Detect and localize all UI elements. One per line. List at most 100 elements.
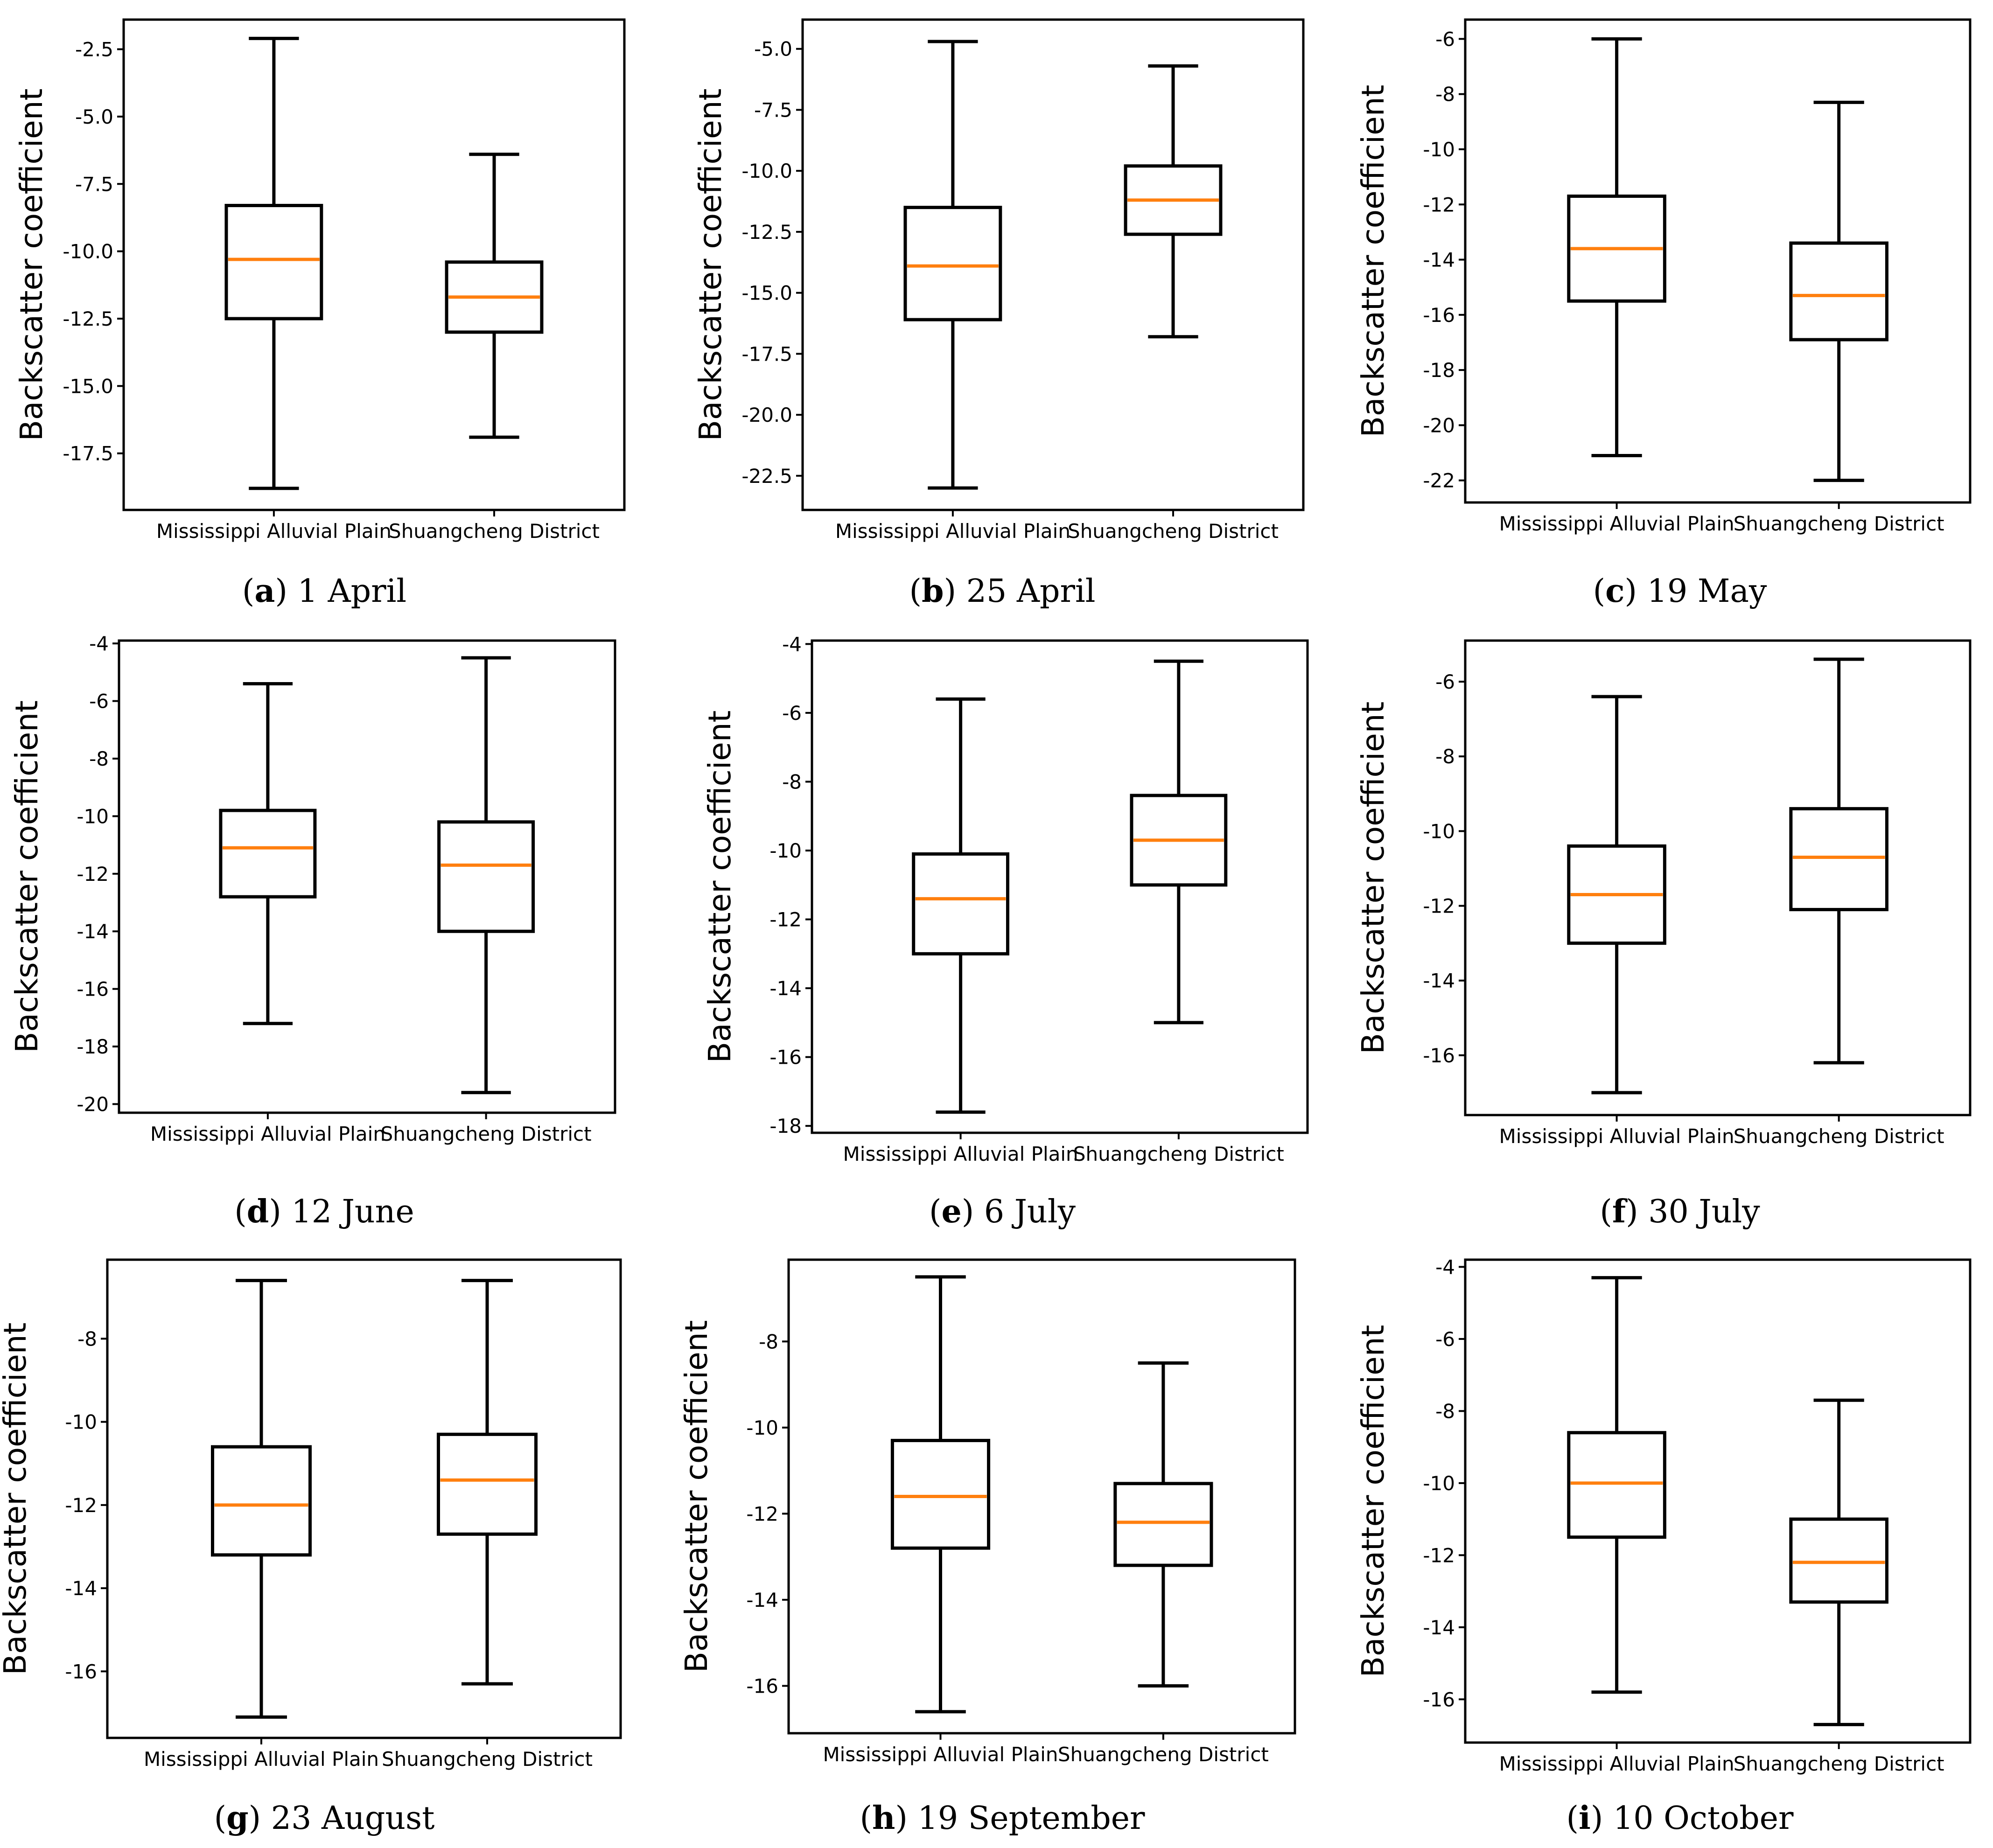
caption-paren: ( (1600, 1193, 1612, 1230)
box-shuangcheng (1130, 659, 1228, 1025)
y-tick-label: -12 (65, 1494, 97, 1517)
box-mississippi (211, 1279, 312, 1719)
y-tick-label: -17.5 (741, 342, 792, 365)
plot-frame (801, 18, 1305, 511)
y-tick-label: -18 (77, 1035, 109, 1058)
caption-date: ) 1 April (275, 573, 406, 610)
y-tick-label: -18 (1423, 359, 1455, 382)
panel-caption: (i) 10 October (1566, 1799, 1794, 1837)
caption-letter: d (247, 1193, 269, 1230)
x-category-label: Shuangcheng District (1068, 520, 1279, 543)
plot-frame (811, 639, 1309, 1134)
y-tick-label: -5.0 (754, 38, 792, 61)
y-axis-label: Backscatter coefficient (1355, 1325, 1391, 1678)
plot-frame (122, 18, 626, 511)
box-shuangcheng (437, 656, 535, 1095)
caption-paren: ( (1566, 1800, 1579, 1837)
caption-paren: ( (234, 1193, 247, 1230)
y-tick-label: -20.0 (741, 404, 792, 426)
iqr-box (890, 1439, 991, 1550)
y-tick-label: -12 (769, 908, 802, 931)
box-mississippi (1567, 695, 1666, 1095)
box-mississippi (903, 40, 1002, 490)
y-tick-label: -16 (769, 1046, 802, 1069)
caption-date: ) 10 October (1591, 1800, 1794, 1837)
caption-letter: g (226, 1799, 249, 1837)
x-category-label: Mississippi Alluvial Plain (1499, 1125, 1734, 1148)
y-tick-label: -10 (65, 1411, 97, 1434)
chart-panel-b: -5.0 -7.5 -10.0 -12.5 -15.0 -17.5 -20.0 -22.5 Ba… (692, 18, 1305, 610)
y-tick-label: -2.5 (75, 38, 113, 61)
caption-paren: ( (860, 1800, 873, 1837)
box-mississippi (224, 36, 323, 490)
chart-panel-f: -6 -8 -10 -12 -14 -16 Backscatter coefficient M… (1355, 639, 1972, 1230)
y-tick-label: -10 (1423, 820, 1455, 843)
y-tick-label: -10 (769, 839, 802, 862)
panel-caption: (d) 12 June (234, 1193, 414, 1230)
y-tick-label: -10 (746, 1416, 778, 1439)
chart-panel-i: -4 -6 -8 -10 -12 -14 -16 Backscatter coefficien… (1355, 1255, 1972, 1837)
y-tick-label: -16 (1423, 1688, 1455, 1711)
y-tick-label: -10.0 (741, 160, 792, 182)
caption-date: ) 30 July (1626, 1193, 1760, 1230)
iqr-box (1567, 844, 1666, 945)
plot-frame (118, 639, 616, 1114)
caption-date: ) 25 April (944, 573, 1096, 610)
x-category-label: Shuangcheng District (1058, 1743, 1269, 1766)
y-tick-label: -16 (1423, 304, 1455, 327)
chart-panel-c: -6 -8 -10 -12 -14 -16 -18 -20 -22 Backscatter coe… (1355, 18, 1972, 610)
y-tick-label: -7.5 (75, 173, 113, 195)
y-tick-label: -16 (746, 1675, 778, 1698)
plot-frame (1464, 1258, 1972, 1744)
y-tick-label: -16 (65, 1660, 97, 1683)
y-axis-label: Backscatter coefficient (702, 711, 738, 1063)
y-axis-label: Backscatter coefficient (692, 89, 728, 441)
y-tick-label: -14 (1423, 969, 1455, 992)
iqr-box (1789, 241, 1888, 342)
caption-letter: i (1579, 1799, 1591, 1837)
y-tick-label: -8 (759, 1330, 778, 1353)
plot-frame (787, 1258, 1296, 1735)
y-axis-label: Backscatter coefficient (678, 1320, 714, 1673)
y-tick-label: -8 (89, 747, 109, 770)
plot-frame (1464, 18, 1972, 504)
y-tick-label: -10.0 (63, 240, 113, 263)
chart-panel-a: -2.5 -5.0 -7.5 -10.0 -12.5 -15.0 -17.5 Backscat… (14, 18, 626, 610)
y-axis-label: Backscatter coefficient (14, 89, 49, 441)
box-mississippi (1567, 37, 1666, 457)
chart-panel-g: -8 -10 -12 -14 -16 Backscatter coefficient Mis… (0, 1258, 622, 1837)
x-category-label: Shuangcheng District (382, 1748, 593, 1771)
panel-caption: (g) 23 August (214, 1799, 435, 1837)
iqr-box (912, 852, 1009, 955)
iqr-box (1113, 1482, 1213, 1567)
caption-letter: a (254, 572, 275, 610)
iqr-box (224, 203, 323, 321)
chart-panel-h: -8 -10 -12 -14 -16 Backscatter coefficient Mis… (678, 1258, 1296, 1837)
y-tick-label: -4 (782, 633, 802, 656)
x-category-label: Mississippi Alluvial Plain (156, 520, 392, 543)
caption-letter: e (942, 1193, 962, 1230)
iqr-box (1130, 794, 1228, 887)
panel-caption: (f) 30 July (1600, 1193, 1760, 1230)
x-category-label: Mississippi Alluvial Plain (150, 1123, 385, 1145)
iqr-box (1567, 1431, 1666, 1539)
iqr-box (211, 1445, 312, 1557)
y-tick-label: -20 (77, 1093, 109, 1116)
caption-date: ) 19 May (1625, 573, 1767, 610)
y-tick-label: -6 (1435, 1328, 1455, 1351)
x-category-label: Mississippi Alluvial Plain (1499, 512, 1734, 535)
y-tick-label: -22.5 (741, 465, 792, 488)
x-category-label: Mississippi Alluvial Plain (823, 1743, 1058, 1766)
caption-paren: ( (242, 573, 255, 610)
caption-date: ) 19 September (895, 1800, 1145, 1837)
y-tick-label: -22 (1423, 469, 1455, 492)
iqr-box (903, 206, 1002, 321)
y-tick-label: -6 (89, 690, 109, 713)
caption-letter: c (1605, 572, 1624, 610)
box-shuangcheng (1789, 1398, 1888, 1726)
x-category-label: Mississippi Alluvial Plain (144, 1748, 379, 1771)
y-tick-label: -4 (89, 632, 109, 655)
caption-letter: f (1612, 1193, 1628, 1230)
box-mississippi (219, 682, 317, 1025)
